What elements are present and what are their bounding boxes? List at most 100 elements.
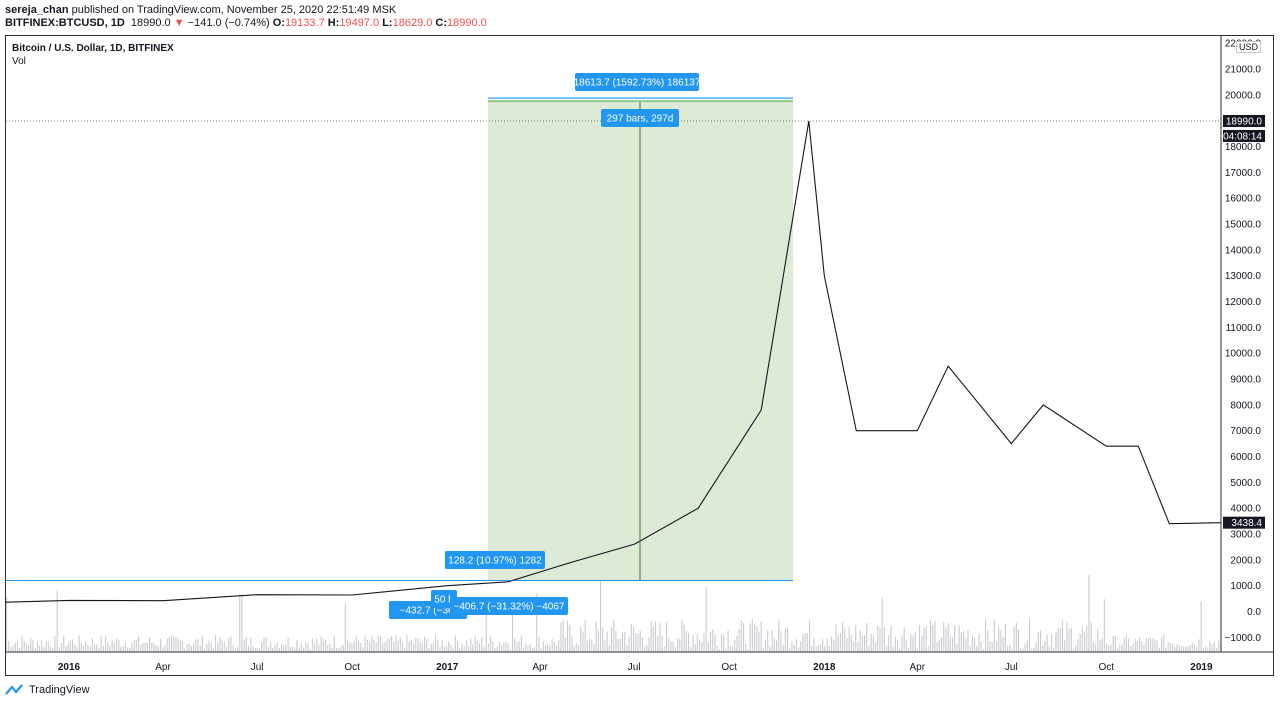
volume-bar — [91, 638, 93, 652]
volume-bar — [538, 637, 540, 652]
volume-bar — [1180, 645, 1182, 652]
volume-bar — [630, 624, 632, 652]
volume-bar — [947, 623, 949, 652]
volume-bar — [83, 645, 85, 652]
volume-bar — [833, 639, 835, 652]
volume-bar — [701, 641, 703, 652]
volume-bar — [936, 642, 938, 652]
volume-bar — [820, 644, 822, 652]
time-tick-label: 2019 — [1190, 662, 1213, 673]
volume-bar — [582, 631, 584, 652]
volume-bar — [496, 646, 498, 652]
volume-bar — [703, 633, 705, 652]
volume-bar — [127, 647, 129, 652]
volume-bar — [190, 646, 192, 652]
volume-bar — [998, 627, 1000, 652]
volume-bar — [657, 635, 659, 652]
volume-bar — [32, 639, 34, 652]
volume-bar — [824, 645, 826, 652]
volume-bar — [459, 648, 461, 652]
volume-bar — [179, 640, 181, 652]
volume-bar — [1130, 646, 1132, 652]
volume-bar — [1123, 637, 1125, 652]
volume-bar — [1081, 626, 1083, 652]
volume-bar — [193, 643, 195, 652]
volume-bar — [725, 648, 727, 652]
tradingview-logo[interactable]: TradingView — [5, 684, 90, 696]
volume-bar — [721, 634, 723, 652]
volume-bar — [804, 633, 806, 652]
time-tick-label: Apr — [910, 662, 926, 673]
volume-bar — [223, 642, 225, 652]
volume-bar — [1009, 645, 1011, 652]
volume-bar — [318, 644, 320, 652]
volume-bar — [492, 641, 494, 652]
volume-bar — [1033, 648, 1035, 652]
volume-bar — [529, 643, 531, 652]
volume-bar — [289, 647, 291, 652]
volume-bar — [861, 636, 863, 652]
volume-bar — [782, 644, 784, 652]
volume-bar — [1086, 625, 1088, 652]
volume-bar — [472, 644, 474, 652]
volume-bar — [853, 641, 855, 652]
small-down-measure-label-b: −406.7 (−31.32%) −4067 — [454, 602, 565, 613]
volume-bar — [723, 635, 725, 652]
volume-bar — [1059, 628, 1061, 652]
volume-bar — [846, 638, 848, 652]
volume-bar — [168, 637, 170, 652]
volume-bar — [729, 646, 731, 652]
price-tick-label: 5000.0 — [1230, 478, 1261, 489]
price-tick-label: 6000.0 — [1230, 452, 1261, 463]
volume-bar — [767, 630, 769, 652]
volume-bar — [593, 644, 595, 652]
volume-bar — [648, 637, 650, 652]
volume-bar — [175, 637, 177, 652]
volume-bar — [615, 630, 617, 652]
volume-bar — [408, 641, 410, 652]
volume-bar — [1165, 647, 1167, 652]
volume-bar — [914, 632, 916, 652]
price-series — [5, 120, 1222, 603]
volume-bar — [1167, 642, 1169, 652]
volume-bar — [692, 635, 694, 652]
volume-bar — [507, 644, 509, 652]
volume-bar — [800, 641, 802, 652]
author-name[interactable]: sereja_chan — [5, 4, 69, 16]
volume-bar — [738, 628, 740, 652]
volume-bar — [971, 635, 973, 652]
volume-bar — [287, 637, 289, 652]
volume-bar — [10, 647, 12, 652]
volume-bar — [67, 643, 69, 652]
price-tick-label: 12000.0 — [1225, 297, 1262, 308]
volume-bar — [890, 626, 892, 652]
volume-bar — [413, 643, 415, 652]
currency-button[interactable]: USD — [1236, 41, 1262, 53]
time-tick-label: Apr — [155, 662, 171, 673]
chart-frame — [5, 35, 1274, 676]
volume-bar — [516, 642, 518, 652]
volume-bar — [769, 647, 771, 652]
volume-bar — [969, 646, 971, 652]
volume-bar — [259, 648, 261, 652]
volume-bar — [694, 644, 696, 652]
volume-bar — [773, 637, 775, 652]
volume-bar — [437, 639, 439, 652]
volume-bar — [162, 647, 164, 652]
volume-bar — [954, 625, 956, 652]
volume-bar — [1150, 637, 1152, 652]
volume-bar — [307, 643, 309, 652]
volume-bar — [461, 643, 463, 652]
volume-bar — [908, 648, 910, 652]
volume-bar — [254, 648, 256, 652]
volume-bar — [358, 641, 360, 652]
volume-bar — [450, 644, 452, 652]
volume-bar — [897, 640, 899, 652]
volume-bar — [1015, 622, 1017, 652]
volume-bar — [153, 642, 155, 652]
volume-bar — [793, 645, 795, 652]
volume-bar — [204, 648, 206, 652]
volume-bar — [391, 636, 393, 652]
volume-bar — [120, 647, 122, 652]
